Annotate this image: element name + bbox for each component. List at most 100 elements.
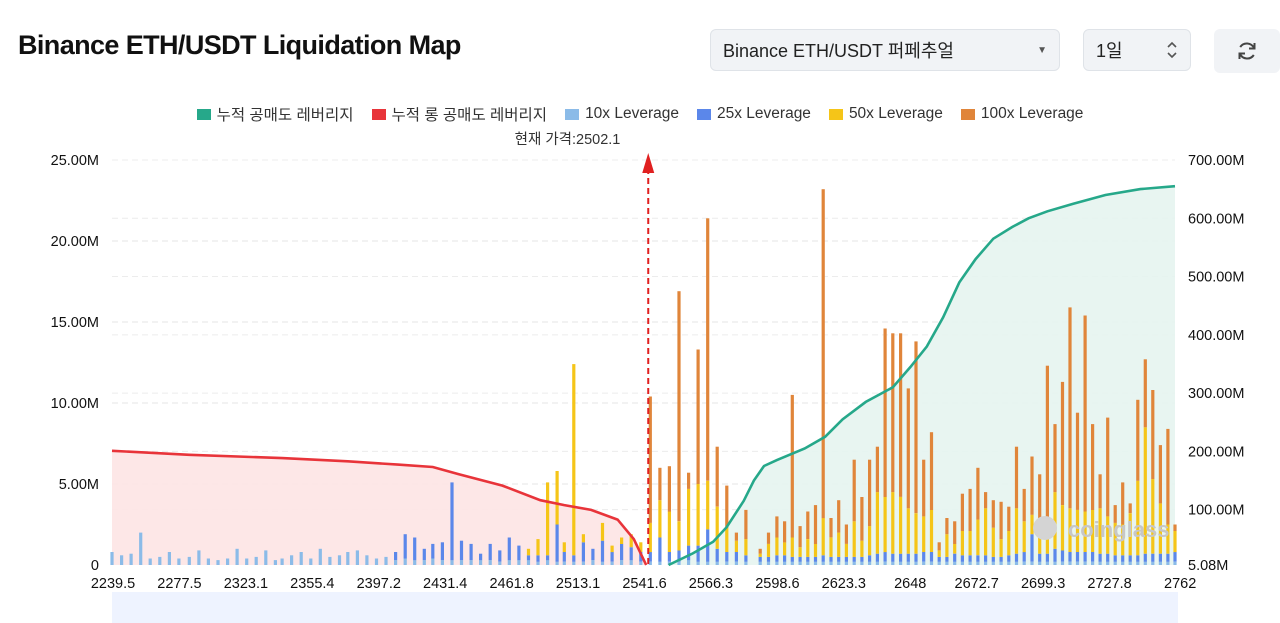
bar-100x (922, 459, 926, 517)
bar-50x (1128, 513, 1132, 556)
time-range-select[interactable]: 1일 (1083, 29, 1191, 71)
bar-50x (1113, 522, 1117, 556)
bar-50x (677, 521, 681, 551)
legend-item-50x[interactable]: 50x Leverage (828, 103, 943, 125)
bar-100x (891, 333, 895, 493)
y-left-tick-label: 25.00M (51, 153, 99, 169)
bar-10x (629, 560, 633, 565)
bar-25x (922, 552, 926, 562)
symbol-select-value: Binance ETH/USDT 퍼페추얼 (723, 41, 954, 61)
bar-10x (1060, 561, 1065, 565)
x-tick-label: 2513.1 (556, 576, 600, 592)
symbol-select[interactable]: Binance ETH/USDT 퍼페추얼 ▼ (710, 29, 1060, 71)
bar-10x (1173, 561, 1177, 565)
bar-25x (687, 545, 691, 561)
bar-10x (1045, 561, 1049, 565)
bar-50x (667, 511, 671, 552)
bar-10x (976, 561, 980, 565)
legend-item-25x[interactable]: 25x Leverage (697, 103, 811, 125)
bar-100x (1083, 315, 1087, 512)
bar-10x (1158, 561, 1162, 565)
bar-10x (365, 555, 369, 565)
bar-10x (891, 561, 895, 565)
refresh-button[interactable] (1214, 29, 1280, 73)
current-price-label: 현재 가격:2502.1 (514, 132, 621, 148)
bar-100x (766, 532, 771, 544)
bar-25x (677, 550, 681, 562)
bar-10x (517, 560, 521, 565)
bar-10x (783, 561, 787, 565)
bar-100x (725, 485, 729, 528)
bar-25x (984, 555, 988, 562)
bar-100x (1136, 399, 1140, 481)
bar-10x (1098, 561, 1102, 565)
bar-25x (976, 555, 980, 562)
legend-item-10x[interactable]: 10x Leverage (565, 103, 679, 125)
bar-50x (922, 516, 926, 552)
bar-10x (177, 558, 181, 565)
bar-50x (875, 492, 879, 554)
bar-10x (798, 561, 802, 565)
bar-10x (837, 561, 841, 565)
bar-50x (744, 539, 748, 556)
bar-10x (273, 560, 277, 565)
legend-item-cum-short[interactable]: 누적 공매도 레버리지 (196, 103, 354, 125)
legend-item-100x[interactable]: 100x Leverage (960, 103, 1083, 125)
bar-10x (1030, 561, 1034, 565)
bar-100x (999, 501, 1003, 540)
bar-25x (1022, 552, 1026, 562)
x-tick-label: 2623.3 (822, 576, 866, 592)
zoom-slider-track[interactable] (112, 592, 1178, 623)
bar-25x (968, 555, 972, 562)
bar-50x (1038, 529, 1042, 554)
bar-25x (758, 556, 762, 562)
bar-10x (1014, 561, 1019, 565)
bar-25x (899, 553, 903, 562)
bar-10x (1136, 561, 1140, 565)
bar-10x (384, 556, 388, 565)
bar-100x (945, 518, 949, 535)
bar-25x (488, 543, 492, 561)
bar-50x (813, 543, 818, 557)
bar-10x (328, 556, 332, 565)
bar-50x (725, 527, 729, 552)
x-tick-label: 2239.5 (91, 576, 135, 592)
bar-25x (991, 556, 995, 562)
bar-100x (1045, 365, 1049, 523)
x-tick-label: 2323.1 (224, 576, 268, 592)
bar-25x (1158, 553, 1162, 562)
bar-25x (953, 553, 957, 562)
bar-100x (1098, 474, 1102, 509)
y-right-tick-label: 600.00M (1188, 211, 1244, 227)
bar-10x (806, 561, 810, 565)
bar-100x (1060, 381, 1065, 505)
bar-10x (148, 558, 152, 565)
svg-text:coinglass: coinglass (1068, 517, 1169, 542)
bar-100x (960, 493, 964, 531)
bar-25x (844, 556, 848, 562)
x-tick-label: 2762 (1164, 576, 1196, 592)
bar-25x (1098, 553, 1102, 562)
bar-10x (226, 558, 230, 565)
bar-100x (667, 466, 671, 512)
bar-10x (984, 561, 988, 565)
bar-10x (744, 561, 748, 565)
bar-50x (715, 506, 719, 549)
bar-25x (629, 547, 633, 561)
bar-100x (687, 472, 691, 489)
bar-100x (860, 497, 864, 541)
x-tick-label: 2431.4 (423, 576, 467, 592)
bar-10x (1022, 561, 1026, 565)
bar-25x (526, 555, 531, 561)
bar-10x (1007, 561, 1011, 565)
legend-item-cum-long[interactable]: 누적 롱 공매도 레버리지 (371, 103, 547, 125)
bar-10x (158, 556, 162, 565)
bar-100x (790, 394, 794, 538)
bar-25x (798, 556, 802, 562)
bar-100x (1113, 505, 1117, 523)
bar-50x (1098, 508, 1102, 554)
bar-25x (1007, 555, 1011, 562)
bar-10x (290, 555, 294, 565)
bar-50x (1173, 531, 1177, 553)
bar-25x (498, 550, 502, 562)
